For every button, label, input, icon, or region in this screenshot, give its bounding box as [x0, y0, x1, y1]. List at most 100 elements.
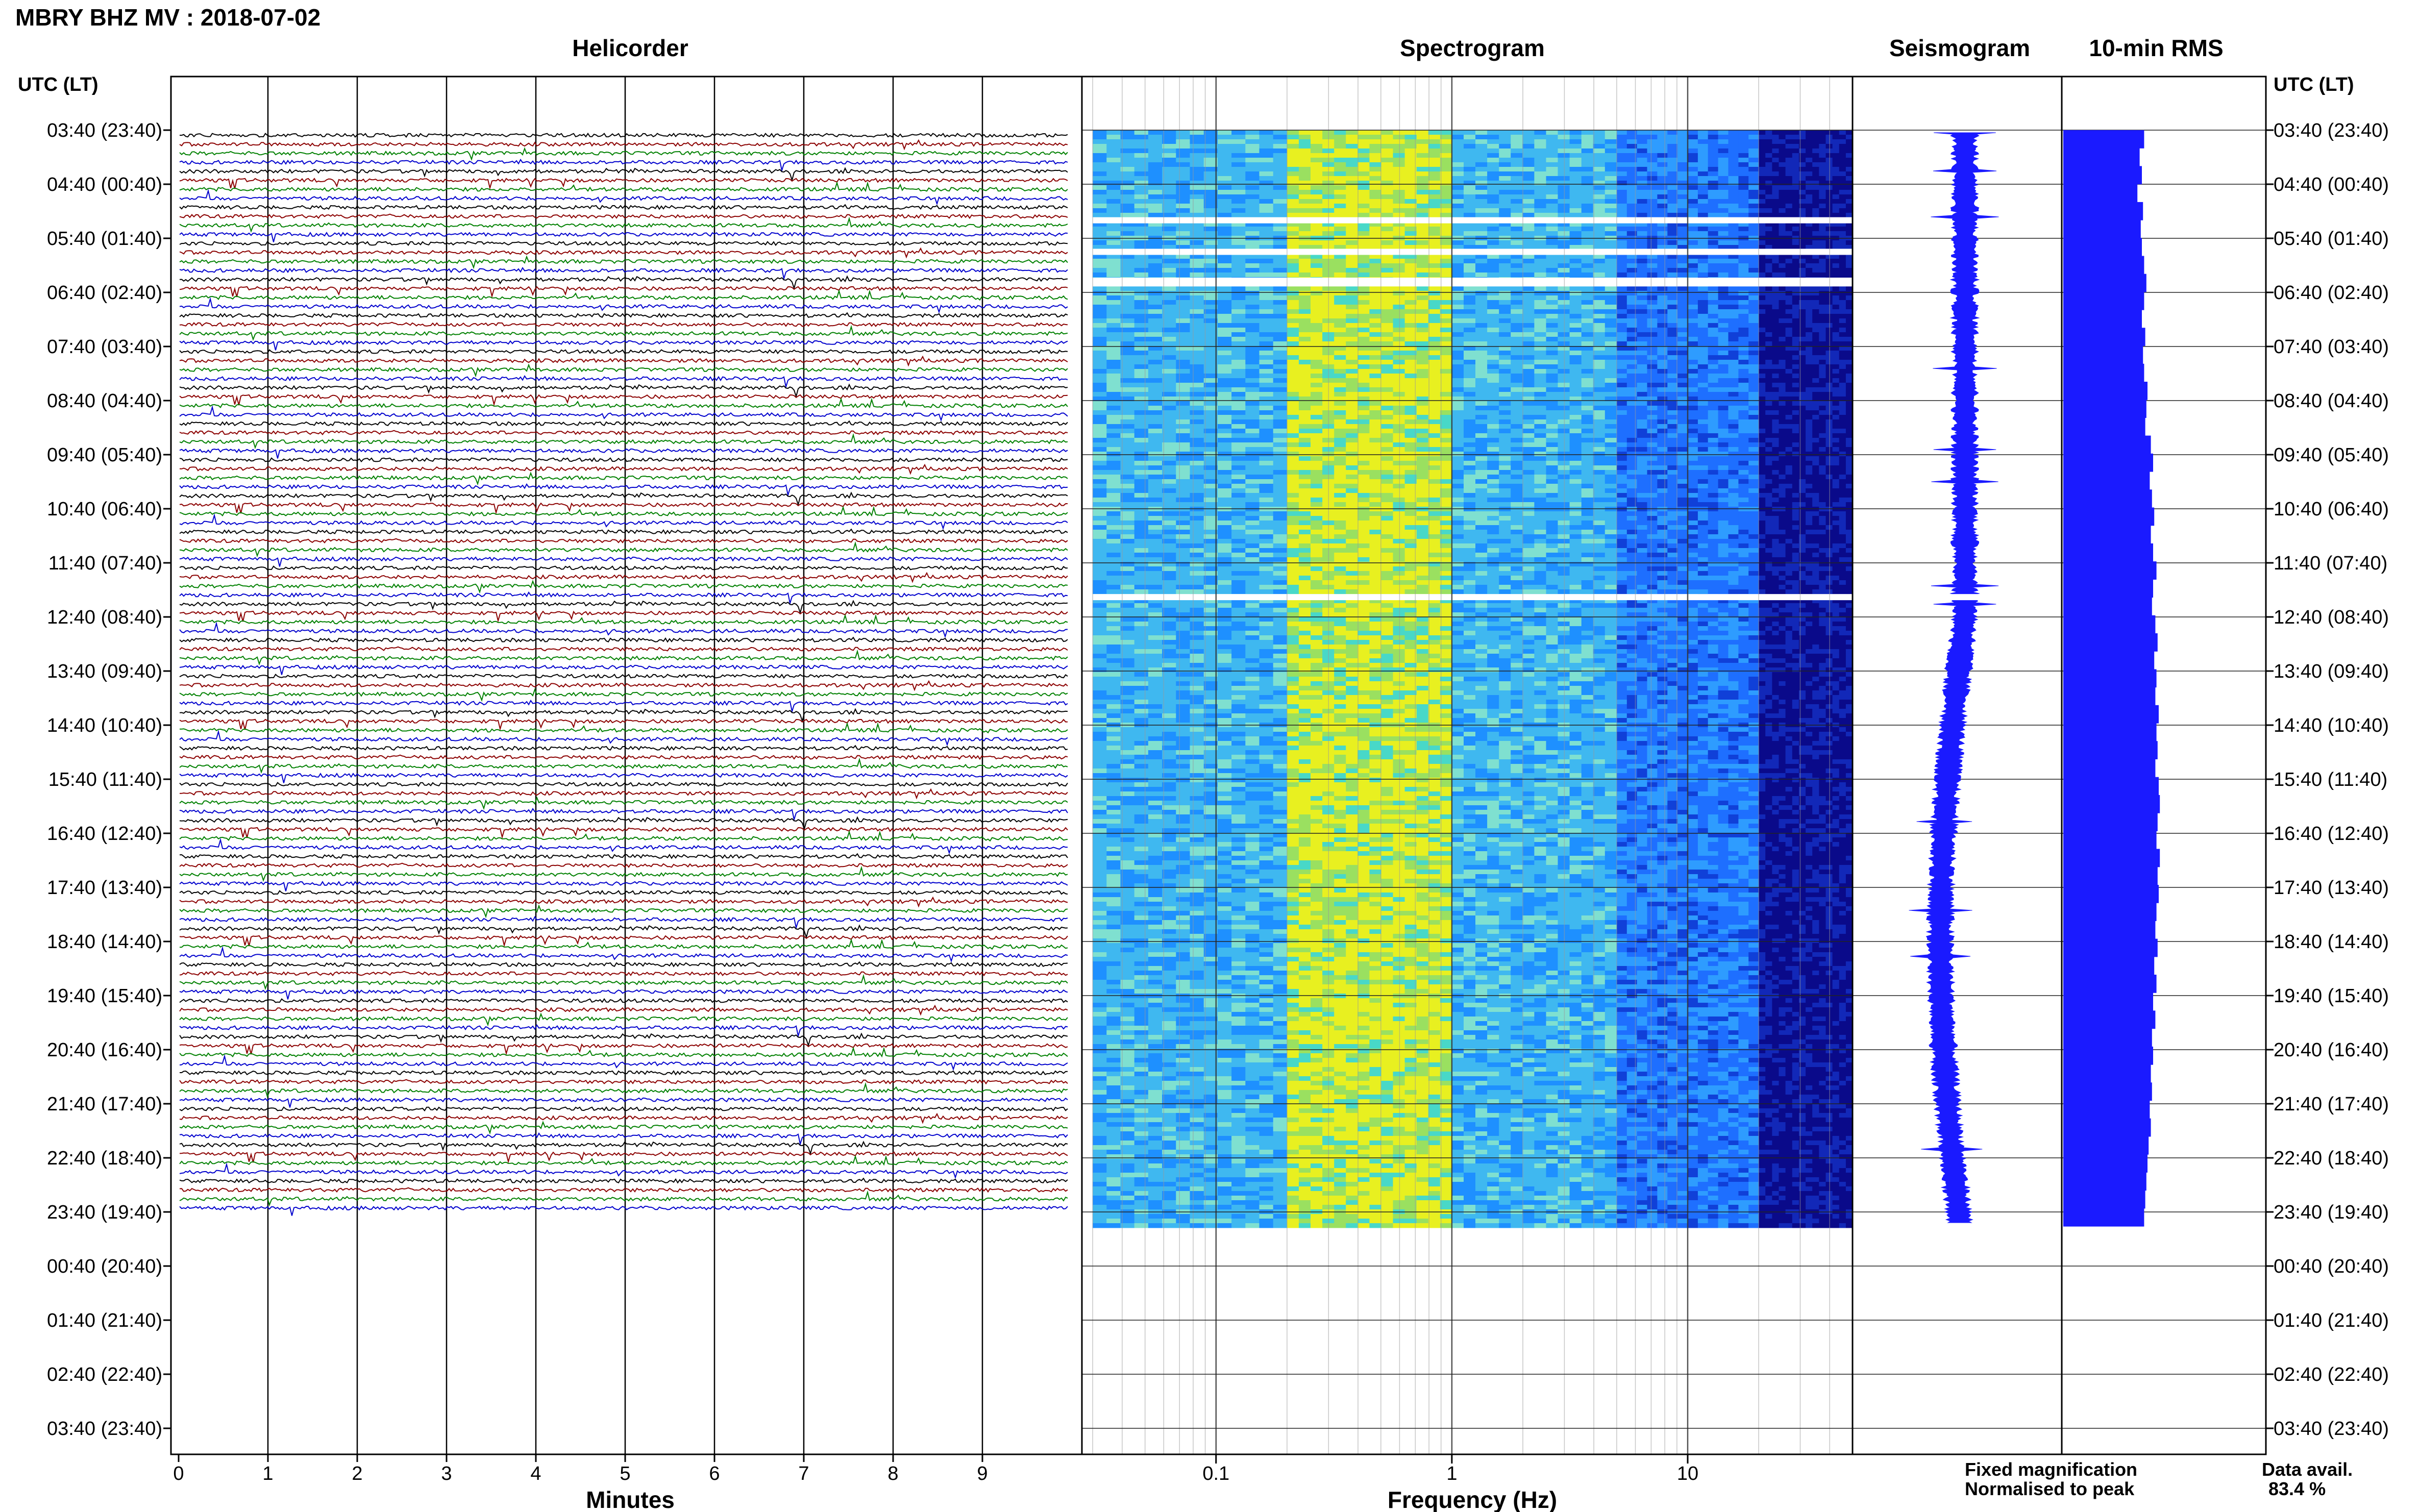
spectrogram-cell: [1299, 231, 1311, 236]
spectrogram-cell: [1120, 148, 1135, 154]
spectrogram-cell: [1819, 318, 1826, 324]
spectrogram-cell: [1792, 346, 1799, 351]
spectrogram-cell: [1605, 171, 1617, 177]
spectrogram-cell: [1697, 323, 1709, 328]
spectrogram-cell: [1839, 300, 1846, 305]
spectrogram-cell: [1451, 139, 1464, 144]
spectrogram-cell: [1832, 332, 1840, 337]
spectrogram-cell: [1217, 300, 1232, 305]
spectrogram-cell: [1162, 222, 1176, 227]
spectrogram-cell: [1738, 171, 1749, 177]
spectrogram-cell: [1825, 378, 1833, 383]
spectrogram-cell: [1772, 295, 1780, 301]
spectrogram-cell: [1697, 360, 1709, 365]
spectrogram-cell: [1626, 185, 1638, 190]
spectrogram-cell: [1522, 415, 1535, 420]
spectrogram-cell: [1832, 139, 1840, 144]
spectrogram-cell: [1825, 176, 1833, 181]
spectrogram-cell: [1464, 171, 1476, 177]
spectrogram-cell: [1106, 351, 1121, 356]
spectrogram-cell: [1416, 401, 1429, 406]
spectrogram-cell: [1190, 300, 1204, 305]
spectrogram-cell: [1475, 396, 1488, 402]
spectrogram-cell: [1451, 369, 1464, 374]
spectrogram-cell: [1825, 227, 1833, 232]
spectrogram-cell: [1785, 369, 1793, 374]
spectrogram-cell: [1667, 204, 1678, 209]
spectrogram-cell: [1120, 337, 1135, 342]
spectrogram-cell: [1558, 374, 1570, 379]
spectrogram-cell: [1511, 291, 1523, 296]
spectrogram-cell: [1093, 419, 1107, 425]
spectrogram-cell: [1346, 351, 1358, 356]
spectrogram-cell: [1273, 204, 1288, 209]
spectrogram-cell: [1534, 318, 1547, 324]
spectrogram-cell: [1487, 419, 1499, 425]
spectrogram-cell: [1697, 176, 1709, 181]
spectrogram-cell: [1393, 291, 1405, 296]
spectrogram-cell: [1798, 383, 1806, 388]
spectrogram-cell: [1273, 240, 1288, 245]
spectrogram-cell: [1657, 415, 1668, 420]
spectrogram-cell: [1785, 158, 1793, 163]
spectrogram-cell: [1475, 153, 1488, 158]
spectrogram-cell: [1259, 396, 1274, 402]
spectrogram-cell: [1718, 406, 1729, 411]
spectrogram-cell: [1748, 194, 1759, 200]
spectrogram-cell: [1451, 442, 1464, 448]
spectrogram-cell: [1499, 419, 1511, 425]
spectrogram-cell: [1581, 213, 1594, 218]
spectrogram-cell: [1093, 162, 1107, 167]
spectrogram-cell: [1259, 144, 1274, 149]
spectrogram-cell: [1346, 433, 1358, 438]
spectrogram-cell: [1657, 332, 1668, 337]
spectrogram-cell: [1245, 199, 1260, 204]
spectrogram-cell: [1718, 447, 1729, 452]
spectrogram-cell: [1120, 415, 1135, 420]
spectrogram-cell: [1759, 231, 1766, 236]
spectrogram-cell: [1511, 268, 1523, 273]
spectrogram-cell: [1428, 355, 1441, 360]
spectrogram-cell: [1299, 396, 1311, 402]
spectrogram-cell: [1464, 204, 1476, 209]
spectrogram-cell: [1440, 438, 1452, 443]
spectrogram-cell: [1792, 190, 1799, 195]
spectrogram-cell: [1748, 176, 1759, 181]
spectrogram-cell: [1748, 442, 1759, 448]
spectrogram-cell: [1825, 401, 1833, 406]
spectrogram-cell: [1381, 309, 1394, 314]
spectrogram-cell: [1845, 387, 1853, 392]
spectrogram-cell: [1404, 410, 1417, 415]
spectrogram-cell: [1522, 263, 1535, 268]
spectrogram-cell: [1475, 240, 1488, 245]
spectrogram-cell: [1393, 337, 1405, 342]
spectrogram-cell: [1299, 144, 1311, 149]
spectrogram-cell: [1708, 452, 1719, 457]
spectrogram-cell: [1616, 328, 1627, 333]
spectrogram-cell: [1677, 259, 1688, 264]
spectrogram-cell: [1190, 162, 1204, 167]
spectrogram-cell: [1534, 387, 1547, 392]
spectrogram-cell: [1393, 300, 1405, 305]
spectrogram-cell: [1093, 374, 1107, 379]
spectrogram-cell: [1451, 190, 1464, 195]
spectrogram-cell: [1605, 199, 1617, 204]
spectrogram-cell: [1203, 360, 1218, 365]
spectrogram-cell: [1093, 158, 1107, 163]
spectrogram-cell: [1819, 222, 1826, 227]
spectrogram-cell: [1287, 245, 1299, 250]
spectrogram-cell: [1569, 213, 1582, 218]
spectrogram-cell: [1708, 396, 1719, 402]
spectrogram-cell: [1511, 167, 1523, 172]
spectrogram-cell: [1259, 135, 1274, 140]
spectrogram-cell: [1381, 158, 1394, 163]
spectrogram-cell: [1120, 323, 1135, 328]
spectrogram-cell: [1393, 318, 1405, 324]
spectrogram-cell: [1299, 194, 1311, 200]
spectrogram-cell: [1311, 222, 1323, 227]
spectrogram-cell: [1616, 185, 1627, 190]
spectrogram-cell: [1381, 447, 1394, 452]
spectrogram-cell: [1569, 286, 1582, 291]
spectrogram-cell: [1748, 231, 1759, 236]
spectrogram-cell: [1792, 272, 1799, 278]
